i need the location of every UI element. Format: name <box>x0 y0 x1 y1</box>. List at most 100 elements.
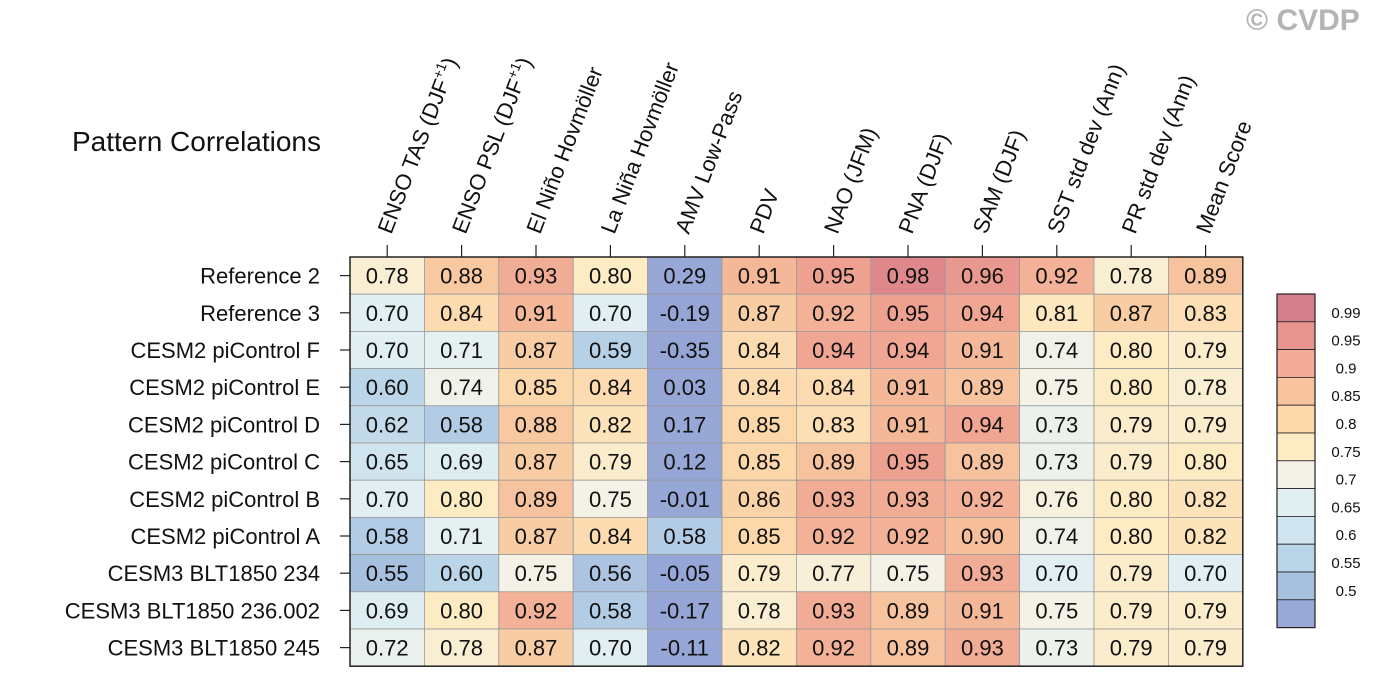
cell-value-label: 0.91 <box>738 264 781 289</box>
cell-value-label: 0.84 <box>738 338 781 363</box>
heatmap-cell <box>349 517 425 556</box>
row-label-reference-2: Reference 2 <box>200 264 320 289</box>
colorbar-label: 0.85 <box>1331 388 1360 405</box>
column-label-sam-djf: SAM (DJF) <box>968 126 1030 237</box>
heatmap-cell <box>1019 517 1095 556</box>
heatmap-cell <box>498 442 574 481</box>
colorbar-segment <box>1276 571 1316 601</box>
column-label-la-ni-a-hovm-ller: La Niña Hovmöller <box>596 59 684 237</box>
heatmap-cell <box>796 293 872 332</box>
cell-value-label: -0.05 <box>660 561 710 586</box>
row-label-cesm2-picontrol-b: CESM2 piControl B <box>129 487 320 512</box>
cell-value-label: 0.70 <box>1184 561 1227 586</box>
row-label-cesm3-blt1850-236-002: CESM3 BLT1850 236.002 <box>65 598 320 623</box>
cell-value-label: 0.75 <box>589 487 632 512</box>
heatmap-cell <box>572 293 649 332</box>
colorbar-label: 0.55 <box>1331 555 1360 572</box>
cell-value-label: 0.60 <box>366 375 409 400</box>
cell-value-label: 0.74 <box>1035 338 1078 363</box>
colorbar: 0.99 0.95 0.9 0.85 0.8 0.75 0.7 0.65 0.6 0.55 0.5 <box>1276 293 1361 629</box>
heatmap-cell <box>1168 479 1244 518</box>
cell-value-label: 0.87 <box>515 338 558 363</box>
cell-value-label: 0.80 <box>440 487 483 512</box>
cell-value-label: 0.91 <box>887 412 930 437</box>
colorbar-segment <box>1276 432 1316 462</box>
cell-value-label: 0.03 <box>663 375 706 400</box>
cell-value-label: 0.87 <box>515 450 558 475</box>
cell-value-label: 0.73 <box>1035 450 1078 475</box>
heatmap-cell <box>721 554 797 593</box>
cell-value-label: 0.75 <box>515 561 558 586</box>
cell-value-label: 0.89 <box>961 375 1004 400</box>
heatmap-cell <box>721 517 797 556</box>
cell-value-label: 0.88 <box>515 412 558 437</box>
cell-value-label: 0.85 <box>738 524 781 549</box>
heatmap-cell <box>721 293 797 332</box>
row-label-cesm3-blt1850-234: CESM3 BLT1850 234 <box>108 561 320 586</box>
cell-value-label: 0.78 <box>738 598 781 623</box>
cell-value-label: 0.89 <box>1184 264 1227 289</box>
colorbar-segment <box>1276 516 1316 545</box>
heatmap-cell <box>1093 628 1169 667</box>
heatmap-cell <box>1093 479 1169 518</box>
cell-value-label: 0.84 <box>589 375 632 400</box>
colorbar-segment <box>1276 293 1316 323</box>
cell-value-label: 0.79 <box>1110 412 1153 437</box>
heatmap-cell <box>498 479 574 518</box>
column-label-mean-score: Mean Score <box>1191 117 1257 237</box>
cell-value-label: 0.79 <box>1184 598 1227 623</box>
cell-value-label: 0.86 <box>738 487 781 512</box>
cell-value-label: 0.58 <box>589 598 632 623</box>
heatmap-cell <box>944 554 1021 593</box>
cell-value-label: 0.58 <box>366 524 409 549</box>
heatmap-cell <box>1093 405 1169 444</box>
heatmap-cell <box>498 517 574 556</box>
cell-value-label: 0.93 <box>887 487 930 512</box>
row-label-cesm3-blt1850-245: CESM3 BLT1850 245 <box>108 636 320 661</box>
column-label-enso-psl-djf-1: ENSO PSL (DJF+1) <box>445 53 537 237</box>
cell-value-label: 0.84 <box>440 301 483 326</box>
cell-value-label: 0.79 <box>738 561 781 586</box>
heatmap-cells: 0.78 0.88 0.93 0.80 0.29 0.91 0.95 0.98 0.96 0.92… <box>349 256 1244 667</box>
heatmap-cell <box>1168 293 1244 332</box>
colorbar-segment <box>1276 349 1316 378</box>
heatmap-cell <box>423 628 500 667</box>
colorbar-border <box>1276 293 1316 629</box>
cell-value-label: 0.88 <box>440 264 483 289</box>
cell-value-label: 0.74 <box>1035 524 1078 549</box>
heatmap-cell <box>944 591 1021 630</box>
cell-value-label: 0.79 <box>1110 598 1153 623</box>
heatmap-cell <box>1093 591 1169 630</box>
heatmap-cell <box>647 405 723 444</box>
cell-value-label: 0.80 <box>589 264 632 289</box>
cell-value-label: 0.78 <box>366 264 409 289</box>
cell-value-label: 0.80 <box>1110 487 1153 512</box>
heatmap-cell <box>423 517 500 556</box>
heatmap-cell <box>1093 517 1169 556</box>
heatmap-cell <box>349 330 425 369</box>
cell-value-label: 0.29 <box>663 264 706 289</box>
colorbar-label: 0.6 <box>1336 527 1357 544</box>
cell-value-label: 0.84 <box>738 375 781 400</box>
colorbar-label: 0.99 <box>1331 305 1360 322</box>
cell-value-label: 0.89 <box>961 450 1004 475</box>
row-label-cesm2-picontrol-e: CESM2 piControl E <box>129 375 320 400</box>
column-label-pna-djf: PNA (DJF) <box>893 130 954 237</box>
cell-value-label: 0.91 <box>961 338 1004 363</box>
cell-value-label: 0.81 <box>1035 301 1078 326</box>
heatmap-cell <box>870 293 946 332</box>
cell-value-label: 0.95 <box>812 264 855 289</box>
heatmap-cell <box>647 591 723 630</box>
heatmap-cell <box>796 256 872 295</box>
heatmap-cell <box>870 330 946 369</box>
cell-value-label: 0.89 <box>515 487 558 512</box>
heatmap-cell <box>944 479 1021 518</box>
cell-value-label: 0.92 <box>515 598 558 623</box>
cell-value-label: 0.17 <box>663 412 706 437</box>
cell-value-label: 0.79 <box>589 450 632 475</box>
cell-value-label: 0.60 <box>440 561 483 586</box>
column-label-amv-low-pass: AMV Low-Pass <box>670 87 747 236</box>
heatmap-cell <box>1168 442 1244 481</box>
column-label-sst-std-dev-ann: SST std dev (Ann) <box>1042 60 1130 236</box>
